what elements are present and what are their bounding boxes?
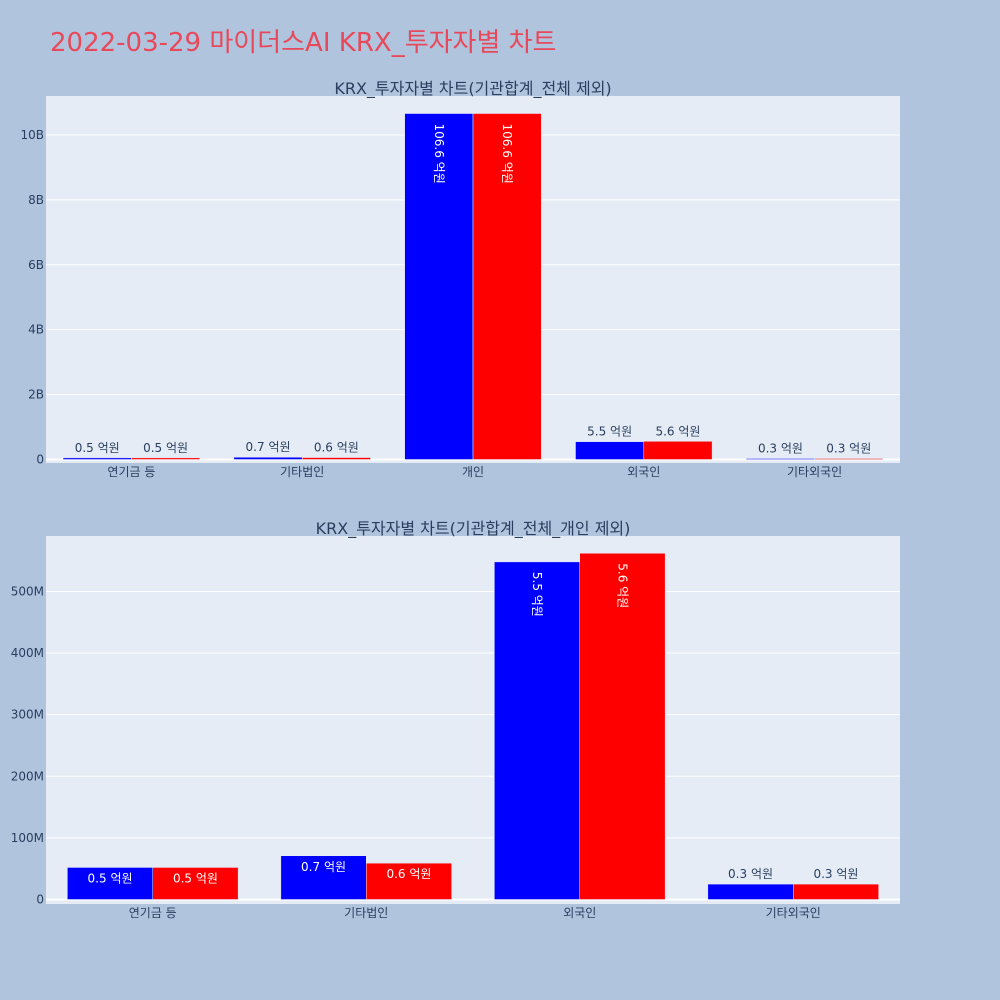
chart2-y-tick-label: 300M (11, 708, 44, 722)
chart1-data-label: 106.6 억원 (432, 124, 446, 184)
chart1-data-label: 5.5 억원 (587, 425, 632, 439)
chart2-bar (280, 855, 367, 900)
chart1-data-label: 5.6 억원 (655, 424, 700, 438)
chart2-y-tick-label: 200M (11, 769, 44, 783)
chart2-plot-area (46, 536, 900, 904)
chart1-title: KRX_투자자별 차트(기관합계_전체 제외) (334, 79, 611, 99)
chart1-data-label: 0.7 억원 (246, 440, 291, 454)
chart1-data-label: 0.5 억원 (143, 441, 188, 455)
chart1-data-label: 0.6 억원 (314, 441, 359, 455)
chart1-bar (746, 458, 815, 460)
chart2-data-label: 0.3 억원 (728, 867, 773, 881)
chart2-y-tick-label: 400M (11, 646, 44, 660)
chart1-bar (131, 457, 200, 460)
chart1-bar (472, 113, 542, 460)
chart2-bar (67, 867, 153, 900)
chart1-y-tick-label: 6B (28, 258, 44, 272)
chart2-bar (366, 862, 452, 900)
chart1-x-tick-label: 외국인 (627, 465, 660, 479)
chart2-y-tick-label: 0 (36, 893, 44, 907)
chart2-bar (152, 867, 239, 900)
chart2-x-tick-label: 연기금 등 (129, 906, 177, 920)
chart1-data-label: 0.5 억원 (75, 441, 120, 455)
chart1-data-label: 0.3 억원 (758, 442, 803, 456)
chart2-data-label: 0.3 억원 (813, 867, 858, 881)
chart1-y-tick-label: 8B (28, 193, 44, 207)
chart1-bar (643, 441, 713, 460)
chart2-y-tick-label: 100M (11, 831, 44, 845)
chart1-y-tick-label: 4B (28, 323, 44, 337)
chart1-x-tick-label: 기타외국인 (787, 465, 842, 479)
chart2-data-label: 0.6 억원 (386, 867, 431, 881)
chart1-x-tick-label: 기타법인 (280, 465, 324, 479)
chart1-x-tick-label: 개인 (462, 465, 484, 479)
chart2-y-tick-label: 500M (11, 584, 44, 598)
chart1-x-tick-label: 연기금 등 (107, 465, 155, 479)
chart2-x-tick-label: 기타외국인 (766, 906, 821, 920)
chart2-x-tick-label: 외국인 (563, 906, 596, 920)
chart2-bar (579, 553, 666, 900)
chart1-bar (233, 456, 303, 460)
chart2-title: KRX_투자자별 차트(기관합계_전체_개인 제외) (316, 519, 631, 539)
chart1-y-tick-label: 2B (28, 388, 44, 402)
chart1-data-label: 0.3 억원 (826, 442, 871, 456)
chart1-y-tick-label: 10B (20, 128, 44, 142)
chart1-bar (301, 457, 371, 460)
chart2-data-label: 5.6 억원 (615, 563, 629, 608)
page-title: 2022-03-29 마이더스AI KRX_투자자별 차트 (50, 28, 557, 58)
chart1-bar (575, 441, 645, 460)
chart2-data-label: 0.5 억원 (88, 871, 133, 885)
chart1-bar (814, 458, 884, 460)
chart2-data-label: 0.7 억원 (301, 860, 346, 874)
chart2-bar (793, 883, 879, 900)
chart1-bar (62, 457, 132, 460)
chart2-x-tick-label: 기타법인 (344, 906, 388, 920)
chart2-data-label: 0.5 억원 (173, 871, 218, 885)
chart2-bar (707, 883, 794, 900)
chart1-data-label: 106.6 억원 (500, 124, 514, 184)
chart1-bar (404, 113, 474, 460)
chart2-data-label: 5.5 억원 (530, 572, 544, 617)
chart1-y-tick-label: 0 (36, 453, 44, 467)
